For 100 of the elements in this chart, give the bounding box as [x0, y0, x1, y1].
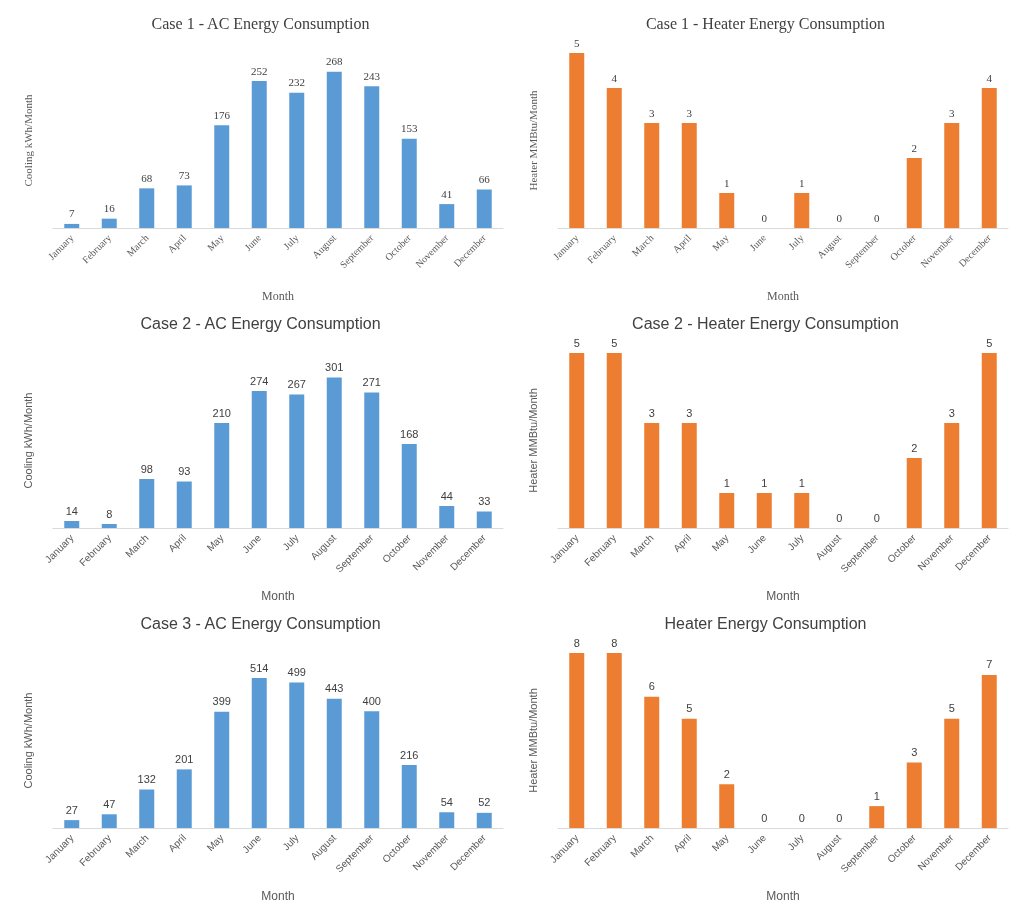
bar: [64, 820, 80, 828]
data-label: 52: [478, 796, 491, 809]
bar: [326, 377, 342, 528]
bar: [606, 653, 622, 828]
x-tick-label: June: [240, 831, 264, 856]
data-label: 252: [251, 64, 268, 77]
data-label: 5: [574, 36, 580, 49]
x-tick-label: May: [709, 532, 731, 554]
data-label: 3: [649, 106, 655, 119]
data-label: 8: [573, 636, 580, 649]
x-tick-label: June: [745, 831, 769, 856]
bar: [139, 479, 155, 528]
bar: [364, 86, 380, 228]
x-axis-title: Month: [766, 289, 800, 303]
data-label: 7: [69, 207, 75, 220]
x-axis-title: Month: [766, 889, 800, 903]
data-label: 2: [911, 441, 918, 454]
data-label: 243: [363, 69, 381, 82]
bar: [101, 524, 117, 528]
x-axis-title: Month: [261, 289, 295, 303]
bar: [64, 521, 80, 528]
data-label: 5: [611, 336, 618, 349]
bar: [906, 458, 922, 528]
data-label: 44: [440, 489, 453, 502]
data-label: 176: [213, 108, 231, 121]
data-label: 3: [686, 406, 693, 419]
bar: [401, 138, 417, 228]
data-label: 6: [648, 680, 655, 693]
data-label: 8: [106, 507, 113, 520]
data-label: 4: [986, 71, 993, 84]
data-label: 4: [611, 71, 618, 84]
data-label: 514: [250, 661, 269, 674]
bar: [439, 506, 455, 528]
x-tick-label: July: [786, 232, 806, 252]
bar: [869, 806, 885, 828]
chart-title: Case 2 - AC Energy Consumption: [140, 314, 381, 332]
data-label: 54: [440, 795, 453, 808]
bar: [569, 353, 585, 528]
bar: [364, 711, 380, 828]
x-tick-label: July: [280, 532, 301, 553]
x-tick-label: May: [709, 832, 731, 854]
data-label: 443: [325, 682, 344, 695]
x-tick-label: May: [204, 532, 226, 554]
data-label: 400: [362, 694, 381, 707]
bar: [944, 718, 960, 828]
bar: [606, 88, 622, 228]
data-label: 268: [326, 55, 343, 68]
bar: [139, 789, 155, 828]
bar: [794, 493, 810, 528]
bar: [906, 158, 922, 228]
data-label: 93: [178, 465, 191, 477]
data-label: 2: [911, 141, 917, 154]
chart-title: Heater Energy Consumption: [664, 614, 867, 632]
bar: [476, 812, 492, 828]
data-label: 3: [949, 106, 955, 119]
data-label: 0: [836, 811, 843, 824]
data-label: 153: [401, 122, 418, 135]
data-label: 0: [798, 811, 805, 824]
bar: [176, 769, 192, 828]
data-label: 66: [478, 173, 491, 185]
x-axis-title: Month: [261, 589, 295, 603]
data-label: 0: [761, 811, 768, 824]
data-label: 271: [362, 376, 381, 388]
data-label: 274: [250, 374, 269, 387]
bar: [439, 812, 455, 828]
data-label: 16: [103, 202, 116, 215]
data-label: 3: [686, 106, 693, 119]
data-label: 7: [986, 658, 993, 671]
bar: [326, 71, 342, 228]
data-label: 499: [287, 665, 306, 678]
bar: [176, 481, 192, 528]
bar: [101, 218, 117, 228]
x-tick-label: July: [281, 232, 301, 252]
bar: [794, 193, 810, 228]
bar: [139, 188, 155, 228]
data-label: 1: [761, 476, 768, 489]
y-axis-title: Heater MMBtu/Month: [526, 688, 539, 793]
bar: [251, 678, 267, 828]
bar: [289, 394, 305, 528]
data-label: 0: [761, 211, 768, 224]
bar: [569, 653, 585, 828]
data-label: 301: [325, 361, 344, 373]
data-label: 14: [65, 504, 78, 517]
x-tick-label: June: [745, 531, 769, 556]
bar: [289, 92, 305, 228]
data-label: 3: [948, 406, 955, 419]
x-tick-label: July: [785, 832, 806, 853]
data-label: 232: [288, 76, 305, 89]
bar: [681, 123, 697, 228]
data-label: 41: [441, 187, 453, 200]
y-axis-title: Cooling kWh/Month: [21, 692, 34, 789]
data-label: 73: [178, 168, 191, 181]
bar: [401, 765, 417, 828]
bar: [981, 674, 997, 828]
y-axis-title: Cooling kWh/Month: [21, 94, 34, 187]
bar: [681, 423, 697, 528]
data-label: 1: [799, 176, 805, 189]
data-label: 3: [911, 745, 918, 758]
y-axis-title: Heater MMBtu/Month: [526, 388, 539, 493]
data-label: 47: [103, 797, 116, 810]
